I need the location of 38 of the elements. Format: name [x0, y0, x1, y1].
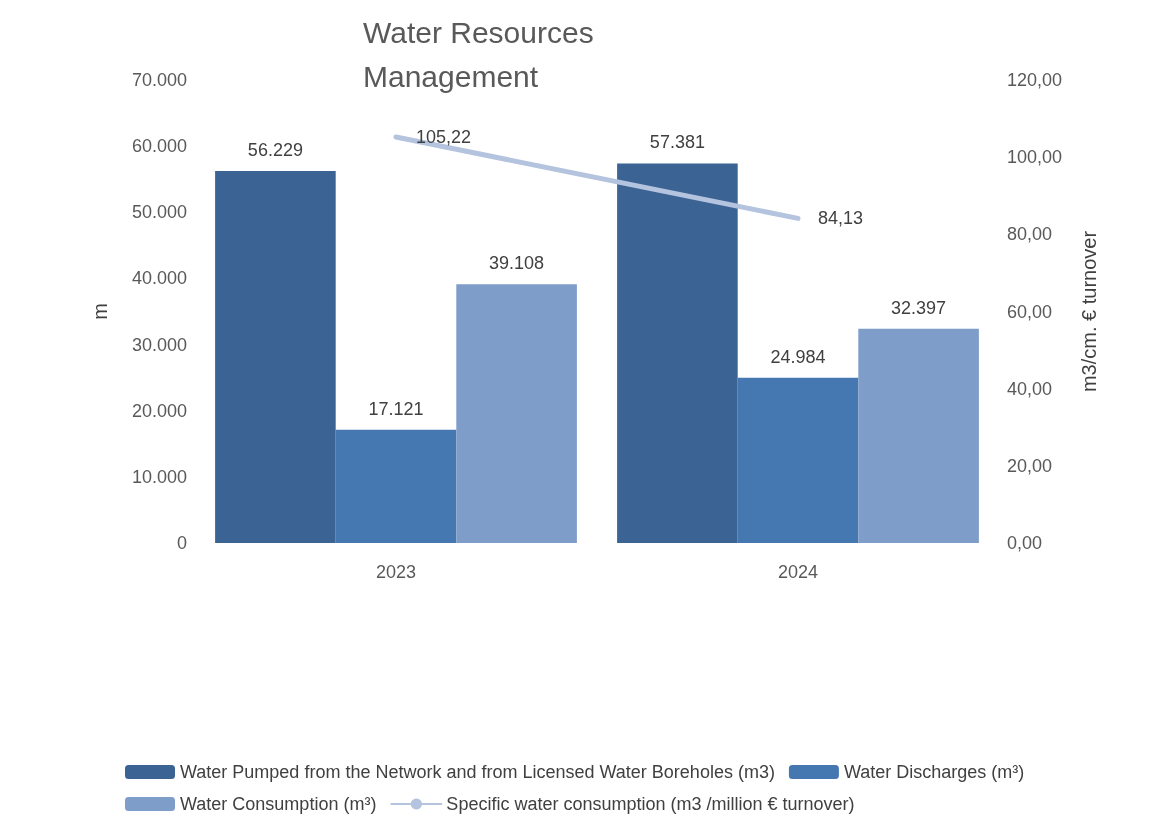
y2-tick-label: 60,00	[1007, 301, 1053, 322]
y-tick-label: 30.000	[131, 334, 187, 355]
data-label: 84,13	[818, 208, 864, 229]
data-label: 17.121	[368, 398, 424, 419]
y-tick-label: 70.000	[131, 70, 187, 90]
legend-label: Water Consumption (m³)	[180, 794, 377, 814]
bar	[617, 163, 738, 543]
y2-tick-label: 100,00	[1007, 147, 1063, 168]
y2-tick-label: 40,00	[1007, 378, 1053, 399]
data-label: 24.984	[770, 346, 826, 367]
y-tick-label: 0	[176, 533, 187, 553]
bar	[335, 429, 457, 543]
y-tick-label: 10.000	[131, 466, 187, 487]
y2-tick-label: 0,00	[1007, 533, 1043, 553]
y-axis-title: m	[89, 303, 111, 320]
bar	[737, 377, 859, 543]
y-tick-label: 40.000	[131, 268, 187, 289]
y2-axis-title: m3/cm. € turnover	[1078, 230, 1100, 393]
bar	[215, 171, 336, 543]
data-label: 57.381	[649, 132, 705, 153]
x-tick-label: 2023	[375, 562, 417, 582]
data-label: 105,22	[416, 127, 472, 148]
data-label: 39.108	[489, 253, 545, 274]
y2-tick-label: 20,00	[1007, 455, 1053, 476]
x-tick-label: 2024	[777, 562, 819, 582]
data-label: 32.397	[891, 297, 947, 318]
legend-label: Water Discharges (m³)	[843, 762, 1025, 782]
y2-tick-label: 120,00	[1007, 70, 1063, 90]
legend-label: Specific water consumption (m3 /million € turnover)	[446, 794, 855, 814]
legend-label: Water Pumped from the Network and from Licensed Water Boreholes (m3)	[180, 762, 775, 782]
y-tick-label: 20.000	[131, 400, 187, 421]
y-tick-label: 60.000	[131, 136, 187, 157]
y-tick-label: 50.000	[131, 202, 187, 223]
bar	[456, 284, 577, 543]
bar	[858, 328, 979, 543]
y2-tick-label: 80,00	[1007, 224, 1053, 245]
data-label: 56.229	[247, 140, 303, 161]
chart-title: Water Resources Management	[363, 15, 594, 93]
